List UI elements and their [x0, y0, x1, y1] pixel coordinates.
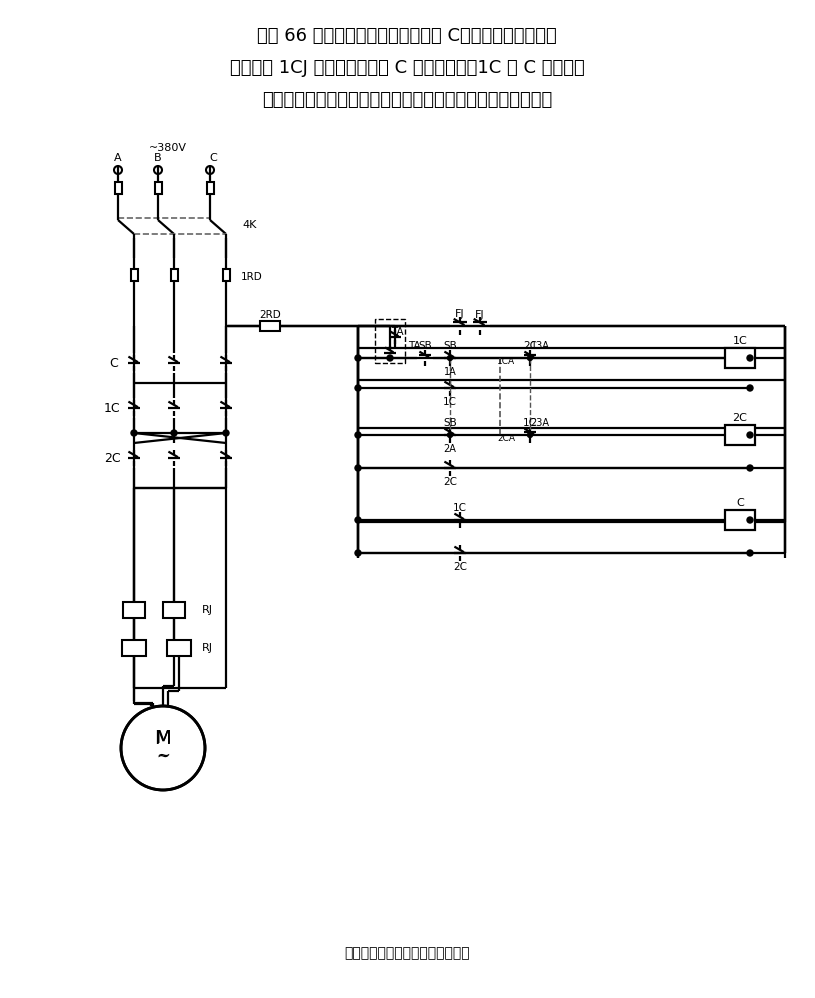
- Text: 4K: 4K: [242, 220, 257, 230]
- Text: C: C: [736, 498, 744, 508]
- Text: 2C: 2C: [453, 562, 467, 572]
- Circle shape: [747, 355, 753, 361]
- Text: 23A: 23A: [531, 418, 549, 428]
- Circle shape: [447, 432, 452, 437]
- Text: SB: SB: [443, 418, 457, 428]
- Text: TA: TA: [390, 327, 403, 337]
- Circle shape: [387, 355, 393, 361]
- Text: A: A: [114, 153, 121, 163]
- Circle shape: [355, 432, 361, 438]
- Text: 另一种防止相间短路的正反转控制: 另一种防止相间短路的正反转控制: [344, 946, 469, 960]
- Bar: [122, 640, 146, 656]
- Text: FJ: FJ: [475, 310, 485, 320]
- Text: SB: SB: [443, 341, 457, 351]
- Bar: [725, 425, 755, 445]
- Text: 1A: 1A: [443, 367, 456, 377]
- Circle shape: [355, 465, 361, 471]
- Text: 2A: 2A: [443, 444, 456, 454]
- Circle shape: [747, 550, 753, 556]
- Text: 如图 66 所示，它多加了一个接触器 C，当正反转换时，正: 如图 66 所示，它多加了一个接触器 C，当正反转换时，正: [257, 27, 557, 45]
- Text: 1C: 1C: [104, 401, 121, 414]
- Circle shape: [355, 355, 361, 361]
- Text: 2C: 2C: [443, 477, 457, 487]
- Text: 2C: 2C: [104, 451, 121, 464]
- Bar: [725, 348, 755, 368]
- Bar: [222, 269, 230, 281]
- Circle shape: [355, 385, 361, 391]
- Bar: [170, 269, 178, 281]
- Text: B: B: [154, 153, 162, 163]
- Circle shape: [747, 517, 753, 523]
- Circle shape: [527, 432, 532, 437]
- Bar: [260, 321, 280, 331]
- Text: ~: ~: [156, 748, 170, 763]
- Text: ~: ~: [156, 747, 170, 765]
- Text: 13A: 13A: [531, 341, 549, 351]
- Circle shape: [527, 355, 532, 360]
- Circle shape: [747, 465, 753, 471]
- Bar: [155, 182, 161, 194]
- Text: M: M: [155, 729, 171, 747]
- Text: 器组成四断点灭弧电路，可有效地熄灭电弧，防止相间短路。: 器组成四断点灭弧电路，可有效地熄灭电弧，防止相间短路。: [262, 91, 552, 109]
- Text: 转接触器 1CJ 断电后，接触器 C 也随着断开。1C 和 C 两个接触: 转接触器 1CJ 断电后，接触器 C 也随着断开。1C 和 C 两个接触: [230, 59, 584, 77]
- Text: C: C: [110, 356, 118, 369]
- Text: RJ: RJ: [202, 605, 213, 615]
- Bar: [123, 602, 145, 618]
- Bar: [725, 510, 755, 530]
- Text: SB: SB: [418, 341, 432, 351]
- Circle shape: [747, 385, 753, 391]
- Text: 2RD: 2RD: [259, 310, 281, 320]
- Circle shape: [171, 430, 177, 436]
- Text: RJ: RJ: [202, 643, 213, 653]
- Text: 1C: 1C: [523, 418, 537, 428]
- Text: 1C: 1C: [443, 397, 457, 407]
- Text: 2C: 2C: [733, 413, 747, 423]
- Text: TA: TA: [408, 341, 421, 351]
- Circle shape: [131, 430, 137, 436]
- Bar: [206, 182, 214, 194]
- Bar: [114, 182, 121, 194]
- Text: ~380V: ~380V: [149, 143, 187, 153]
- Bar: [167, 640, 191, 656]
- Bar: [375, 319, 405, 363]
- Text: 1C: 1C: [453, 503, 467, 513]
- Text: FJ: FJ: [456, 309, 465, 319]
- Text: 1RD: 1RD: [241, 272, 262, 282]
- Bar: [130, 269, 138, 281]
- Text: 2C: 2C: [523, 341, 537, 351]
- Circle shape: [747, 432, 753, 438]
- Text: 2CA: 2CA: [497, 433, 515, 442]
- Text: M: M: [155, 729, 171, 748]
- Text: C: C: [209, 153, 217, 163]
- Text: 1CA: 1CA: [497, 356, 515, 365]
- Circle shape: [355, 550, 361, 556]
- Circle shape: [355, 517, 361, 523]
- Circle shape: [223, 430, 229, 436]
- Circle shape: [447, 355, 452, 360]
- Bar: [163, 602, 185, 618]
- Text: 1C: 1C: [733, 336, 747, 346]
